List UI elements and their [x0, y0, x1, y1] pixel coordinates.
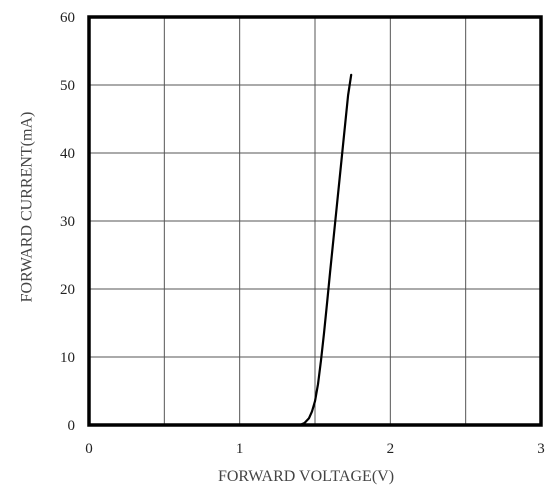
x-tick-label-2: 2	[387, 441, 395, 457]
y-tick-label-3: 30	[60, 214, 75, 230]
y-tick-label-6: 60	[60, 10, 75, 26]
y-axis-label: FORWARD CURRENT(mA)	[19, 112, 36, 303]
x-tick-label-3: 3	[537, 441, 545, 457]
series-line-0	[298, 73, 353, 427]
x-tick-label-1: 1	[236, 441, 244, 457]
y-tick-label-1: 10	[60, 350, 75, 366]
plot-frame	[87, 15, 543, 427]
grid-layer	[89, 17, 541, 425]
y-tick-label-0: 0	[68, 418, 76, 434]
series-layer	[298, 73, 353, 427]
x-tick-label-0: 0	[85, 441, 93, 457]
y-tick-label-4: 40	[60, 146, 75, 162]
y-tick-label-2: 20	[60, 282, 75, 298]
y-tick-label-5: 50	[60, 78, 75, 94]
x-axis-label: FORWARD VOLTAGE(V)	[218, 468, 394, 485]
